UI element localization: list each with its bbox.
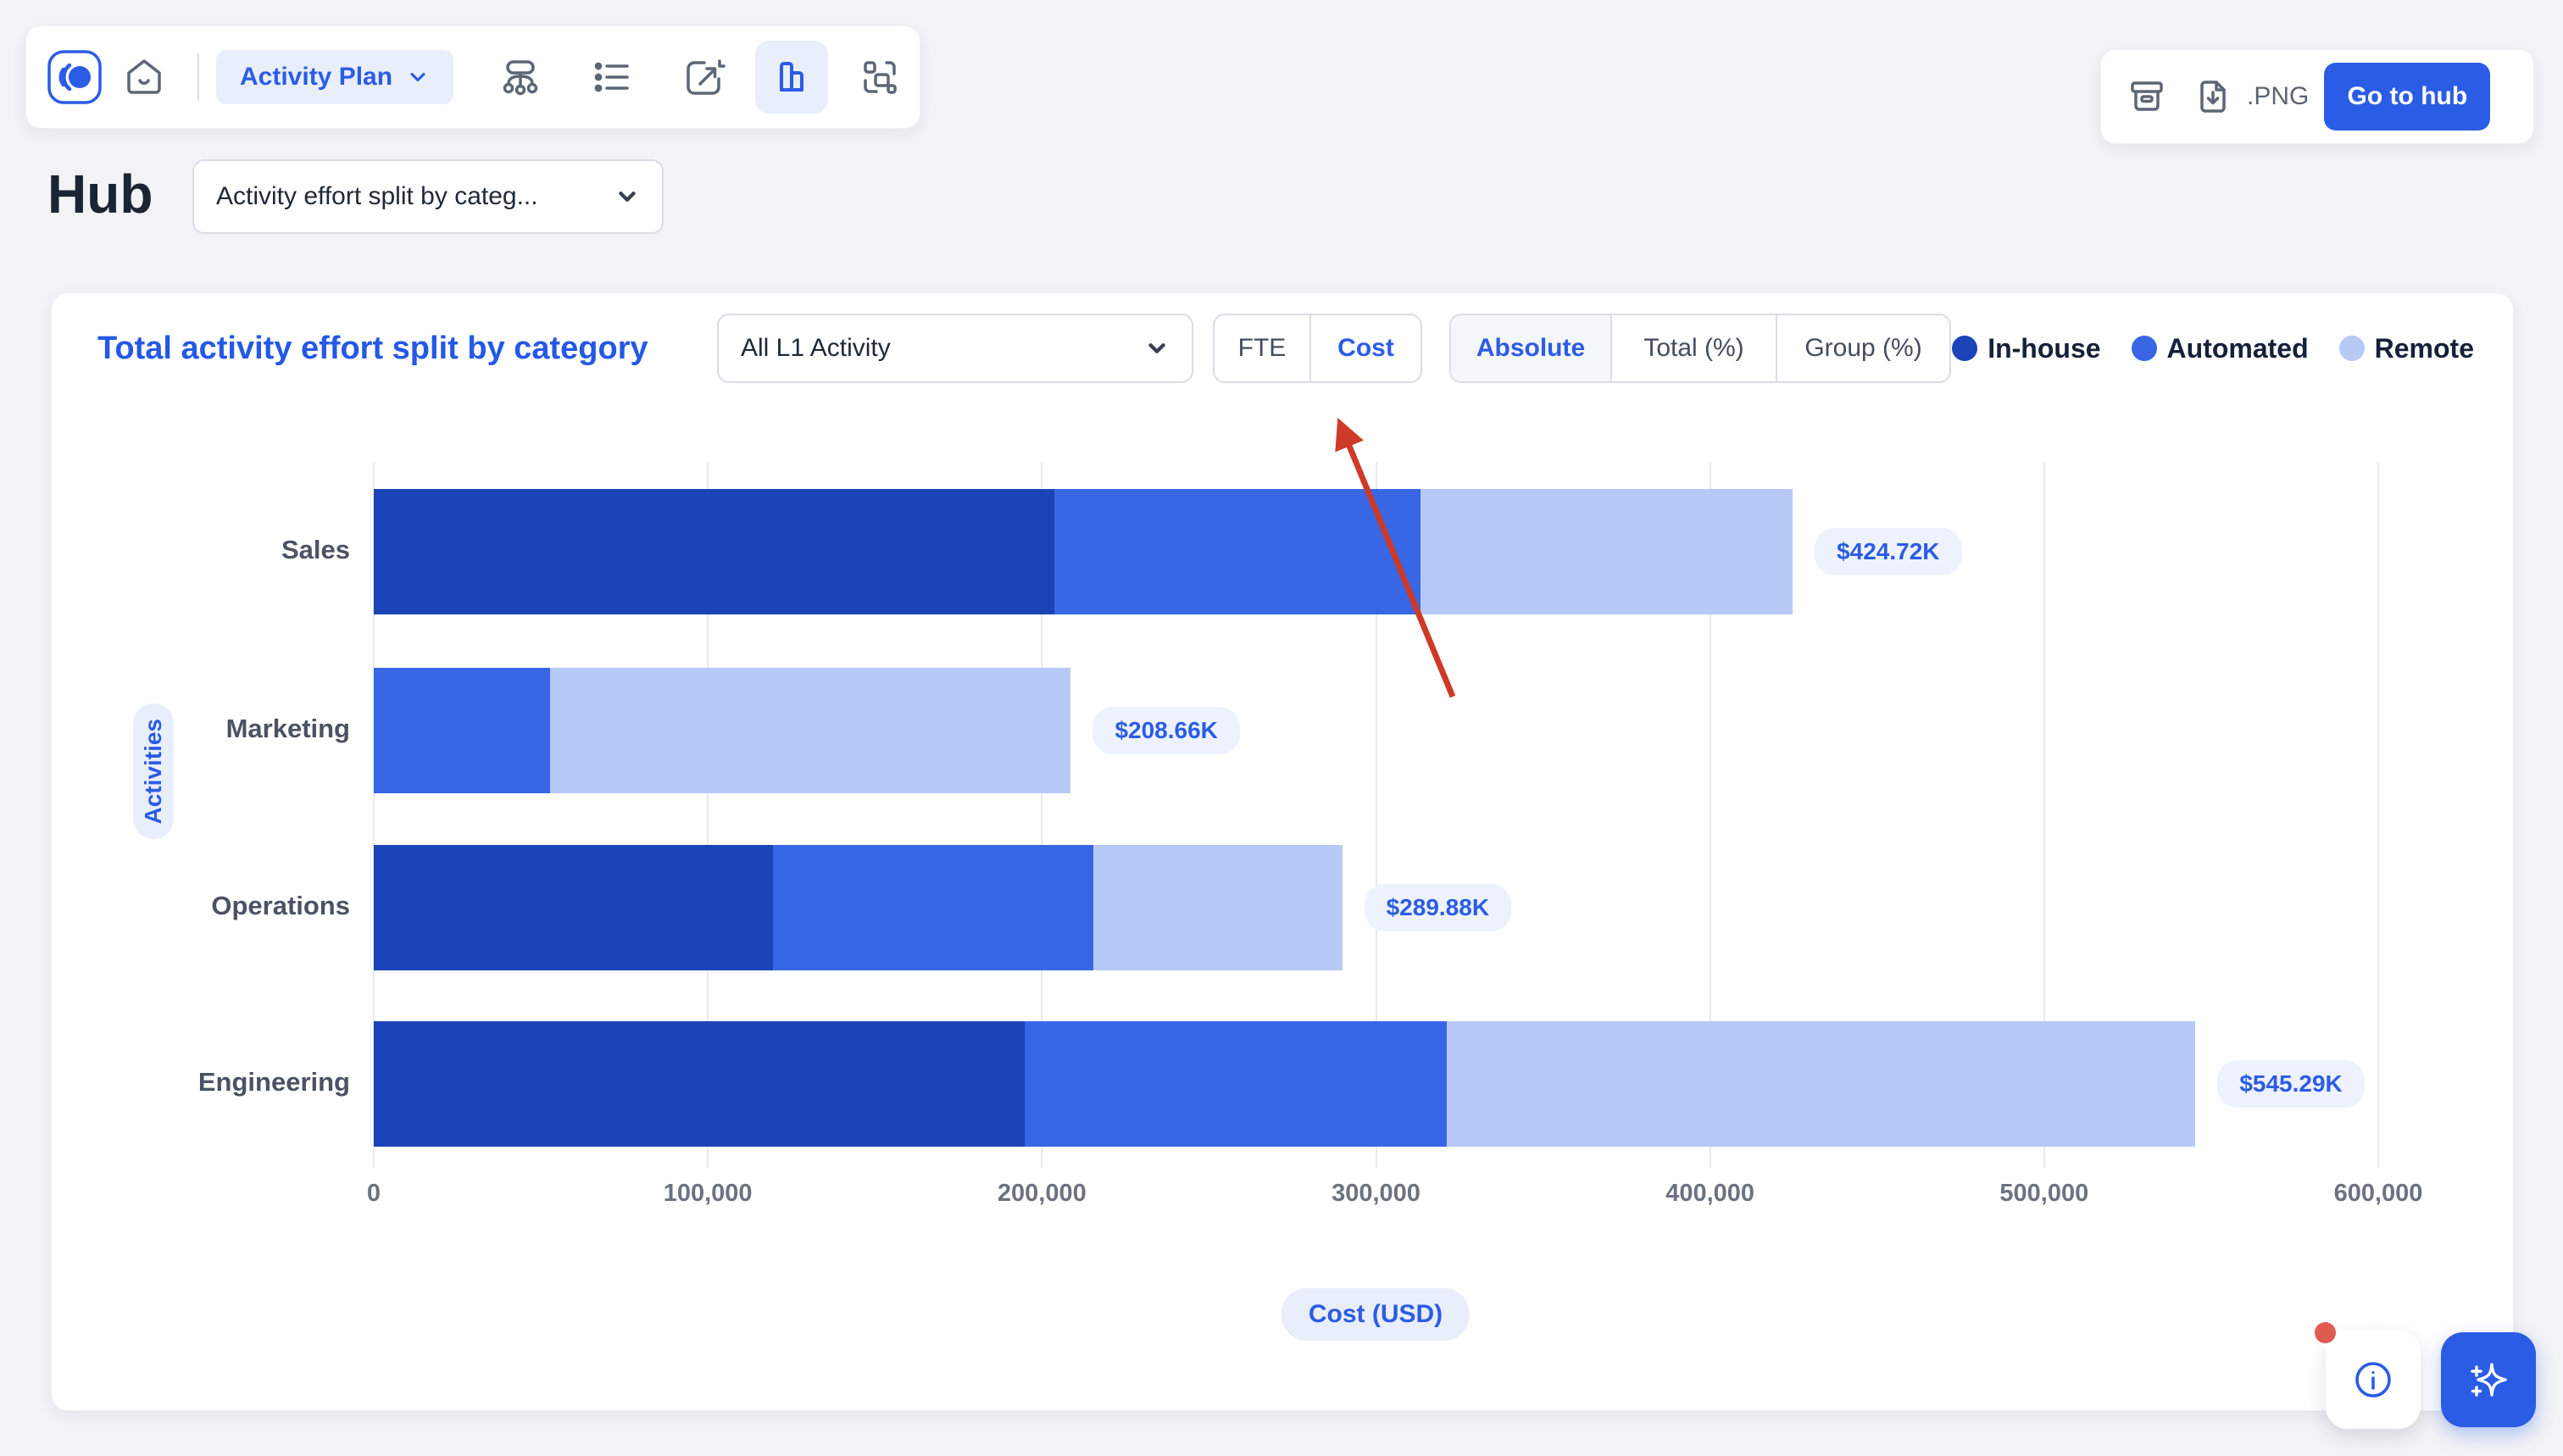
chevron-down-icon [410, 72, 425, 82]
toggle-fte[interactable]: FTE [1215, 315, 1309, 381]
bar-chart-icon[interactable] [755, 41, 829, 114]
notification-dot [2315, 1322, 2336, 1343]
legend-label: Automated [2166, 332, 2309, 364]
bar-segment[interactable] [374, 1021, 1025, 1147]
gridline [2377, 463, 2379, 1168]
x-tick-label: 300,000 [1332, 1180, 1420, 1207]
view-selector-dropdown[interactable]: Activity effort split by categ... [192, 159, 664, 234]
x-tick-label: 500,000 [1999, 1180, 2089, 1207]
chart-legend: In-house Automated Remote [1952, 314, 2474, 383]
app-logo-icon[interactable] [47, 49, 103, 105]
x-tick-label: 400,000 [1665, 1180, 1755, 1207]
view-selector-value: Activity effort split by categ... [216, 182, 538, 210]
sparkles-icon [2471, 1363, 2507, 1397]
chevron-down-icon [619, 192, 636, 202]
chart-title: Total activity effort split by category [97, 331, 648, 366]
gridline [1709, 463, 1711, 1168]
plan-selector-label: Activity Plan [240, 63, 393, 91]
bar-segment[interactable] [1093, 845, 1343, 970]
activity-filter-value: All L1 Activity [741, 334, 891, 362]
legend-dot [2338, 336, 2365, 361]
download-icon[interactable] [2181, 64, 2245, 129]
legend-item[interactable]: Remote [2338, 332, 2474, 364]
bar-total-label: $208.66K [1092, 707, 1240, 754]
export-toolbar: .PNG Go to hub [2100, 49, 2534, 144]
home-icon[interactable] [108, 41, 181, 114]
bar-segment[interactable] [374, 845, 774, 970]
toggle-group-pct[interactable]: Group (%) [1776, 315, 1949, 381]
x-tick-label: 0 [366, 1180, 381, 1207]
chevron-down-icon [1148, 343, 1165, 353]
go-to-hub-button[interactable]: Go to hub [2324, 63, 2491, 131]
mode-toggle-group: Absolute Total (%) Group (%) [1449, 314, 1951, 383]
edit-chart-icon[interactable] [667, 41, 740, 114]
category-label: Marketing [225, 714, 350, 743]
legend-dot [2131, 336, 2157, 361]
bar-total-label: $289.88K [1364, 884, 1512, 931]
gridline [2043, 463, 2045, 1168]
bar-segment[interactable] [1420, 489, 1793, 614]
bar-segment[interactable] [1447, 1021, 2196, 1147]
legend-item[interactable]: In-house [1952, 332, 2101, 364]
category-label: Sales [281, 535, 350, 564]
unit-toggle-group: FTE Cost [1213, 314, 1422, 383]
legend-item[interactable]: Automated [2131, 332, 2309, 364]
bar-segment[interactable] [773, 845, 1094, 970]
category-label: Engineering [197, 1067, 350, 1097]
toggle-total-pct[interactable]: Total (%) [1610, 315, 1776, 381]
plot-area: 0 100,000 200,000 300,000 400,000 500,000 600,… [52, 293, 2515, 1412]
bar-total-label: $545.29K [2217, 1060, 2365, 1108]
bar-segment[interactable] [374, 489, 1054, 614]
legend-label: Remote [2374, 332, 2474, 364]
legend-label: In-house [1988, 332, 2101, 364]
x-tick-label: 200,000 [997, 1180, 1087, 1207]
x-axis-title: Cost (USD) [1281, 1288, 1471, 1341]
export-format-label: .PNG [2247, 82, 2310, 110]
x-tick-label: 600,000 [2333, 1180, 2423, 1207]
sitemap-icon[interactable] [484, 41, 557, 114]
bar-total-label: $424.72K [1815, 528, 1962, 575]
bar-segment[interactable] [1054, 489, 1420, 614]
gridline [1375, 463, 1377, 1168]
top-toolbar: Activity Plan [25, 25, 920, 129]
toggle-absolute[interactable]: Absolute [1451, 315, 1610, 381]
category-label: Operations [211, 891, 350, 920]
gridline [1041, 463, 1043, 1168]
y-axis-label: Activities [133, 703, 174, 839]
gridline [373, 463, 375, 1168]
legend-dot [1952, 336, 1978, 361]
info-button[interactable] [2326, 1331, 2421, 1429]
x-tick-label: 100,000 [663, 1180, 753, 1207]
scan-icon[interactable] [843, 41, 916, 114]
info-icon [2355, 1362, 2391, 1398]
ai-assistant-button[interactable] [2441, 1332, 2536, 1427]
archive-icon[interactable] [2115, 64, 2179, 129]
bar-segment[interactable] [1024, 1021, 1448, 1147]
plan-selector[interactable]: Activity Plan [216, 50, 454, 104]
list-icon[interactable] [575, 41, 648, 114]
chart-card: Total activity effort split by category … [51, 292, 2514, 1411]
gridline [707, 463, 709, 1168]
toolbar-divider [197, 53, 199, 101]
bar-segment[interactable] [549, 668, 1071, 793]
bar-segment[interactable] [374, 668, 550, 793]
activity-filter-dropdown[interactable]: All L1 Activity [717, 314, 1193, 383]
page-title: Hub [47, 164, 153, 225]
toggle-cost[interactable]: Cost [1309, 315, 1420, 381]
